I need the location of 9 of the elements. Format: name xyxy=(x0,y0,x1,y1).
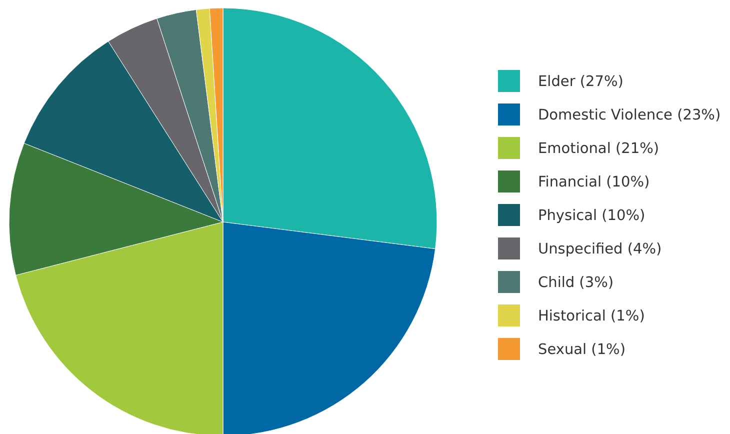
legend-label: Historical (1%) xyxy=(538,308,645,324)
legend-label: Elder (27%) xyxy=(538,74,624,90)
legend-label: Physical (10%) xyxy=(538,208,646,224)
legend-label: Child (3%) xyxy=(538,275,614,291)
legend-label: Emotional (21%) xyxy=(538,141,659,157)
legend-label: Unspecified (4%) xyxy=(538,242,662,258)
legend-label: Domestic Violence (23%) xyxy=(538,108,721,124)
legend-label: Financial (10%) xyxy=(538,174,650,190)
legend-label: Sexual (1%) xyxy=(538,342,626,358)
